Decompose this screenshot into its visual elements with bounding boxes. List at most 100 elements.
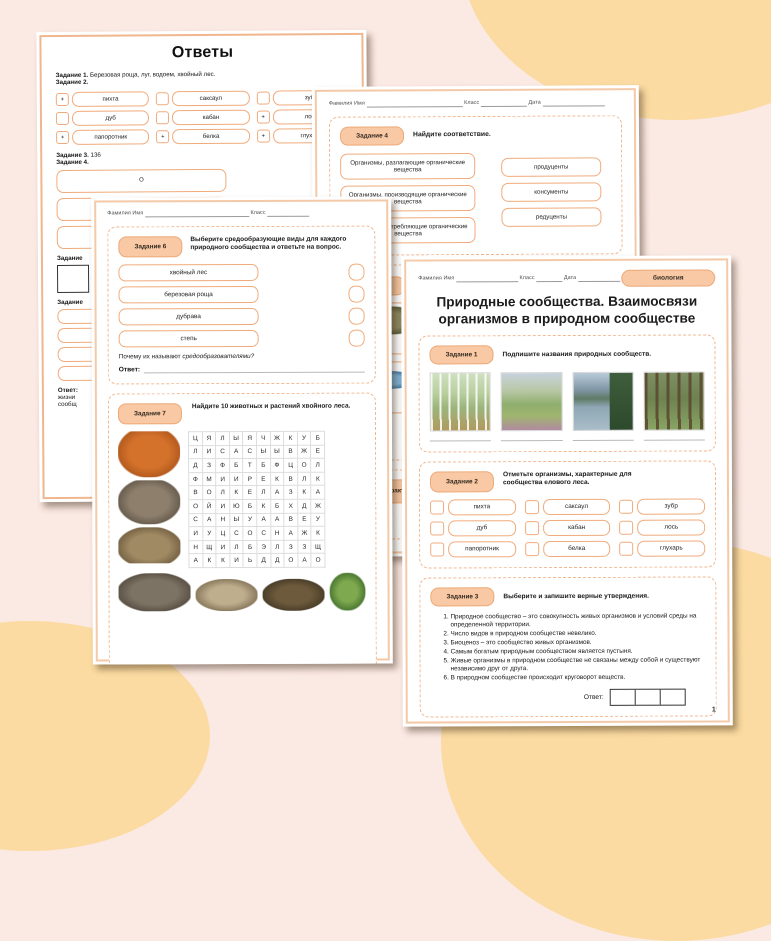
task2-checkbox[interactable] xyxy=(619,541,634,556)
task3-statement[interactable]: Природное сообщество – это совокупность … xyxy=(450,613,705,631)
word-search-cell[interactable]: Ж xyxy=(270,431,285,446)
task3-statement[interactable]: Биоценоз – это сообщество живых организм… xyxy=(451,639,706,648)
photo-coniferous-forest[interactable] xyxy=(643,371,705,431)
word-search-cell[interactable]: Й xyxy=(202,500,217,514)
word-search-cell[interactable]: Б xyxy=(311,431,325,446)
photo-birch-grove[interactable] xyxy=(429,372,492,432)
task6-answer-slot[interactable] xyxy=(348,285,365,303)
task2-option[interactable]: дуб xyxy=(448,520,516,537)
word-search-cell[interactable]: Л xyxy=(216,432,230,446)
word-search-cell[interactable]: Н xyxy=(216,513,231,528)
word-search-cell[interactable]: Ч xyxy=(256,431,271,446)
word-search-cell[interactable]: Е xyxy=(243,486,258,500)
word-search-cell[interactable]: Щ xyxy=(202,540,217,555)
word-search-cell[interactable]: С xyxy=(216,445,230,460)
task2-option[interactable]: зубр xyxy=(637,498,706,515)
word-search-cell[interactable]: В xyxy=(284,513,299,528)
photo-meadow[interactable] xyxy=(500,372,563,432)
word-search-cell[interactable]: А xyxy=(189,554,204,569)
task4-right-item[interactable]: продуценты xyxy=(501,157,602,177)
word-search-cell[interactable]: А xyxy=(284,526,299,541)
word-search-cell[interactable]: У xyxy=(243,513,258,528)
photo-lake[interactable] xyxy=(572,371,634,432)
word-search-cell[interactable]: Д xyxy=(189,459,203,473)
word-search-cell[interactable]: Щ xyxy=(311,540,326,555)
word-search-cell[interactable]: К xyxy=(229,486,244,501)
word-search-cell[interactable]: Л xyxy=(189,445,203,460)
word-search-cell[interactable]: Я xyxy=(202,432,217,446)
word-search-cell[interactable]: Ф xyxy=(189,472,203,487)
word-search-cell[interactable]: Н xyxy=(270,527,285,541)
word-search-cell[interactable]: К xyxy=(284,431,298,446)
word-search-cell[interactable]: М xyxy=(202,472,217,487)
word-search-cell[interactable]: Р xyxy=(243,472,258,487)
task4-right-item[interactable]: консументы xyxy=(501,182,602,202)
word-search-cell[interactable]: И xyxy=(216,540,231,555)
word-search-cell[interactable]: А xyxy=(270,513,285,528)
task2-option[interactable]: глухарь xyxy=(637,540,706,557)
word-search-cell[interactable]: И xyxy=(230,554,244,568)
word-search-cell[interactable]: Ь xyxy=(243,554,258,568)
word-search-cell[interactable]: С xyxy=(230,527,244,541)
word-search-cell[interactable]: Э xyxy=(257,540,271,555)
word-search-cell[interactable]: Л xyxy=(270,540,285,555)
word-search-cell[interactable]: Л xyxy=(297,472,312,487)
task2-option[interactable]: папоротник xyxy=(448,541,516,558)
word-search-cell[interactable]: Л xyxy=(257,486,271,500)
task3-statement[interactable]: Самым богатым природным сообществом явля… xyxy=(451,647,706,656)
task3-statement[interactable]: В природном сообществе происходит кругов… xyxy=(451,673,706,682)
word-search-cell[interactable]: Л xyxy=(230,540,244,555)
task3-answer-cell[interactable] xyxy=(661,690,685,705)
task6-answer-slot[interactable] xyxy=(348,263,365,281)
word-search-cell[interactable]: О xyxy=(311,554,326,568)
word-search-cell[interactable]: А xyxy=(311,486,326,500)
word-search-cell[interactable]: З xyxy=(298,540,312,555)
word-search-cell[interactable]: Д xyxy=(297,499,312,514)
task2-checkbox[interactable] xyxy=(524,521,539,536)
word-search-cell[interactable]: В xyxy=(284,472,298,487)
task1-answer-line[interactable] xyxy=(429,431,492,442)
word-search-cell[interactable]: Ы xyxy=(257,445,271,460)
task6-item[interactable]: дубрава xyxy=(118,307,259,326)
word-search-cell[interactable]: К xyxy=(311,526,326,541)
word-search-cell[interactable]: Е xyxy=(311,445,326,459)
word-search-cell[interactable]: Ж xyxy=(311,499,326,514)
word-search-cell[interactable]: Ж xyxy=(297,445,312,459)
word-search-cell[interactable]: Н xyxy=(189,540,204,555)
word-search-cell[interactable]: Ф xyxy=(270,459,285,473)
task1-answer-line[interactable] xyxy=(501,431,563,442)
word-search-cell[interactable]: З xyxy=(284,486,298,500)
word-search-cell[interactable]: Л xyxy=(216,486,231,501)
task6-answer-slot[interactable] xyxy=(348,307,365,325)
task2-option[interactable]: лось xyxy=(637,519,706,536)
task3-answer-cell[interactable] xyxy=(635,689,661,706)
word-search-cell[interactable]: Ы xyxy=(230,513,244,528)
task2-option[interactable]: саксаул xyxy=(542,499,611,516)
word-search-cell[interactable]: И xyxy=(189,527,203,541)
task6-answer-line[interactable] xyxy=(144,363,365,374)
word-search-cell[interactable]: О xyxy=(189,500,203,514)
word-search-cell[interactable]: К xyxy=(216,554,231,569)
word-search-cell[interactable]: Б xyxy=(270,499,285,514)
word-search-cell[interactable]: Ы xyxy=(229,431,244,446)
task2-checkbox[interactable] xyxy=(619,499,634,514)
task3-statement[interactable]: Число видов в природном сообществе невел… xyxy=(450,630,705,639)
word-search-cell[interactable]: Б xyxy=(243,540,258,555)
word-search-cell[interactable]: И xyxy=(216,500,231,514)
word-search-cell[interactable]: О xyxy=(284,554,299,568)
word-search-cell[interactable]: З xyxy=(202,459,217,473)
word-search-cell[interactable]: И xyxy=(229,472,244,487)
task2-checkbox[interactable] xyxy=(524,500,539,515)
word-search-cell[interactable]: Ю xyxy=(230,499,244,514)
word-search-cell[interactable]: А xyxy=(202,513,217,528)
task3-answer-boxes[interactable] xyxy=(609,688,686,707)
word-search-cell[interactable]: В xyxy=(284,445,298,460)
word-search-cell[interactable]: Е xyxy=(298,513,312,527)
word-search-cell[interactable]: В xyxy=(189,486,203,501)
task1-answer-line[interactable] xyxy=(572,430,634,442)
word-search-cell[interactable]: А xyxy=(270,486,285,500)
word-search-cell[interactable]: О xyxy=(297,458,312,473)
word-search-cell[interactable]: Х xyxy=(284,499,299,514)
word-search-cell[interactable]: К xyxy=(257,499,271,514)
